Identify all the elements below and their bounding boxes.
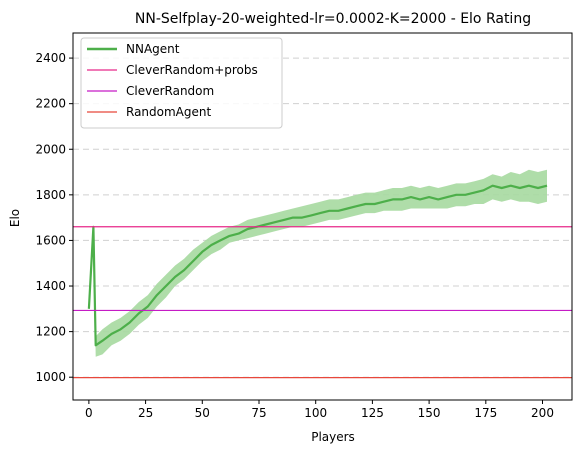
legend: NNAgent CleverRandom+probs CleverRandom Ran… <box>80 37 283 129</box>
y-tick-label: 1800 <box>35 188 66 202</box>
y-tick-label: 2000 <box>35 142 66 156</box>
x-axis-label: Players <box>311 430 355 444</box>
y-tick-label: 2200 <box>35 97 66 111</box>
x-tick-label: 50 <box>195 406 210 420</box>
legend-label: RandomAgent <box>126 105 211 119</box>
y-tick-label: 1600 <box>35 233 66 247</box>
legend-label: CleverRandom+probs <box>126 63 258 77</box>
confidence-bands <box>88 169 548 357</box>
y-tick-label: 1400 <box>35 279 66 293</box>
y-tick-label: 1200 <box>35 325 66 339</box>
y-axis-ticks: 1000 1200 1400 1600 1800 2000 2200 2400 <box>35 51 73 384</box>
y-axis-label: Elo <box>8 209 22 227</box>
x-axis-ticks: 0 25 50 75 100 125 150 175 200 <box>85 400 554 420</box>
x-tick-label: 175 <box>474 406 497 420</box>
x-tick-label: 25 <box>138 406 153 420</box>
y-tick-label: 1000 <box>35 370 66 384</box>
x-tick-label: 125 <box>361 406 384 420</box>
chart-title: NN-Selfplay-20-weighted-lr=0.0002-K=2000… <box>135 11 531 27</box>
plot-frame <box>72 32 573 401</box>
legend-label: CleverRandom <box>126 84 214 98</box>
x-tick-label: 75 <box>251 406 266 420</box>
x-tick-label: 150 <box>418 406 441 420</box>
legend-box <box>80 37 283 129</box>
series-lines <box>73 184 572 379</box>
x-tick-label: 200 <box>531 406 554 420</box>
x-tick-label: 100 <box>304 406 327 420</box>
x-tick-label: 0 <box>85 406 93 420</box>
y-tick-label: 2400 <box>35 51 66 65</box>
series-line-nnagent <box>87 184 548 347</box>
nnagent-confidence-band <box>88 169 548 357</box>
legend-label: NNAgent <box>126 42 180 56</box>
